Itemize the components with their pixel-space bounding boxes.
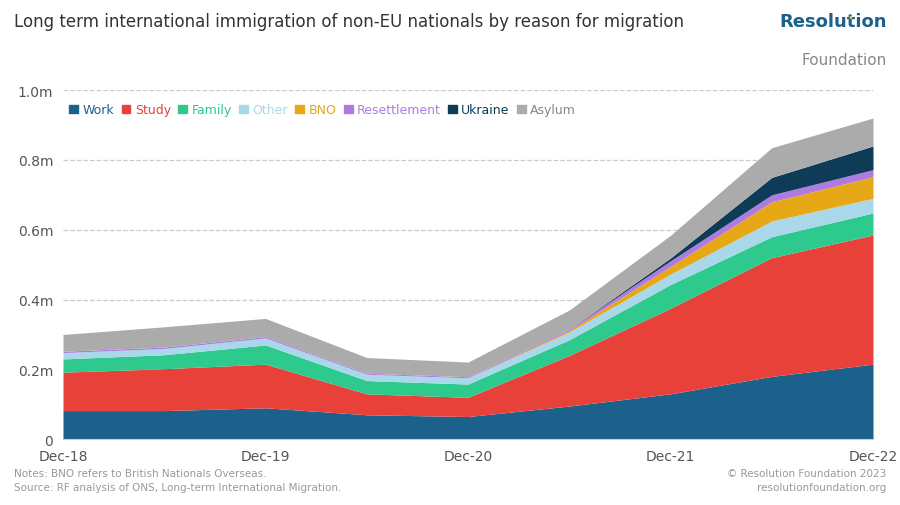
- Text: © Resolution Foundation 2023
resolutionfoundation.org: © Resolution Foundation 2023 resolutionf…: [727, 469, 886, 492]
- Text: •: •: [847, 13, 853, 23]
- Legend: Work, Study, Family, Other, BNO, Resettlement, Ukraine, Asylum: Work, Study, Family, Other, BNO, Resettl…: [69, 104, 576, 117]
- Text: Foundation: Foundation: [801, 53, 886, 68]
- Text: Long term international immigration of non-EU nationals by reason for migration: Long term international immigration of n…: [14, 13, 683, 31]
- Text: Notes: BNO refers to British Nationals Overseas.
Source: RF analysis of ONS, Lon: Notes: BNO refers to British Nationals O…: [14, 469, 341, 492]
- Text: Resolution: Resolution: [779, 13, 886, 31]
